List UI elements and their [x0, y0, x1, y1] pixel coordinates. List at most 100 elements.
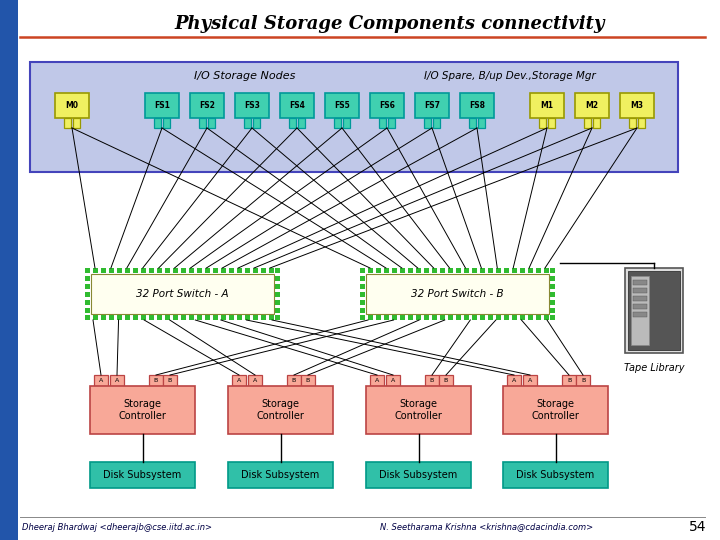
Bar — [197, 268, 202, 273]
Bar — [488, 315, 493, 320]
Bar — [133, 268, 138, 273]
Bar — [360, 315, 365, 320]
Bar — [520, 315, 525, 320]
Text: A: A — [375, 378, 379, 383]
Text: A: A — [99, 378, 103, 383]
Bar — [360, 292, 365, 297]
Bar — [388, 118, 395, 128]
Bar — [64, 118, 71, 128]
Bar — [334, 118, 341, 128]
Bar — [287, 375, 301, 386]
Bar — [110, 375, 124, 386]
Bar — [189, 268, 194, 273]
Bar — [229, 268, 234, 273]
Bar — [528, 315, 533, 320]
Text: Disk Subsystem: Disk Subsystem — [516, 470, 595, 480]
Bar — [244, 118, 251, 128]
Bar — [496, 315, 501, 320]
Bar — [488, 268, 493, 273]
Text: Tape Library: Tape Library — [624, 363, 684, 373]
Bar — [550, 284, 555, 289]
Bar — [30, 62, 678, 172]
Bar — [384, 268, 389, 273]
Bar — [464, 268, 469, 273]
Text: 32 Port Switch - A: 32 Port Switch - A — [136, 289, 229, 299]
Bar — [550, 268, 555, 273]
Bar — [149, 268, 154, 273]
Bar — [368, 315, 373, 320]
Bar — [141, 315, 146, 320]
Bar — [360, 268, 365, 273]
Bar — [101, 315, 106, 320]
Text: 54: 54 — [688, 520, 706, 534]
Bar — [512, 315, 517, 320]
Text: FS8: FS8 — [469, 101, 485, 110]
Bar — [85, 276, 90, 281]
Text: M3: M3 — [631, 101, 644, 110]
Bar — [157, 315, 162, 320]
Bar — [503, 462, 608, 488]
Bar — [343, 118, 350, 128]
Bar — [432, 268, 437, 273]
Bar — [261, 315, 266, 320]
Bar — [275, 308, 280, 313]
Bar — [360, 300, 365, 305]
Text: M0: M0 — [66, 101, 78, 110]
Bar — [221, 315, 226, 320]
Bar — [85, 300, 90, 305]
Bar — [469, 118, 476, 128]
Bar — [165, 268, 170, 273]
Bar — [424, 118, 431, 128]
Bar — [157, 268, 162, 273]
Bar — [360, 284, 365, 289]
Text: Storage
Controller: Storage Controller — [119, 399, 166, 421]
Text: I/O Spare, B/up Dev.,Storage Mgr: I/O Spare, B/up Dev.,Storage Mgr — [424, 71, 596, 81]
Bar — [163, 118, 170, 128]
Bar — [301, 375, 315, 386]
Bar — [101, 268, 106, 273]
Bar — [536, 268, 541, 273]
Bar — [548, 118, 555, 128]
Bar — [253, 118, 260, 128]
Bar — [631, 276, 649, 345]
Bar — [523, 375, 537, 386]
Bar — [269, 268, 274, 273]
Text: B: B — [154, 378, 158, 383]
Bar — [85, 315, 90, 320]
Bar — [269, 315, 274, 320]
Bar — [237, 268, 242, 273]
Bar — [360, 315, 365, 320]
Bar — [550, 292, 555, 297]
Bar — [424, 268, 429, 273]
Bar — [456, 268, 461, 273]
Bar — [205, 268, 210, 273]
Bar — [433, 118, 440, 128]
Bar — [0, 0, 18, 540]
Text: B: B — [306, 378, 310, 383]
Bar — [633, 312, 647, 317]
Bar — [480, 268, 485, 273]
Bar — [232, 375, 246, 386]
Text: FS2: FS2 — [199, 101, 215, 110]
Bar — [253, 315, 258, 320]
Bar — [625, 268, 683, 353]
Bar — [109, 315, 114, 320]
Bar — [633, 280, 647, 285]
Text: M1: M1 — [541, 101, 554, 110]
Bar — [633, 296, 647, 301]
Text: A: A — [391, 378, 395, 383]
Bar — [456, 315, 461, 320]
Text: I/O Storage Nodes: I/O Storage Nodes — [194, 71, 296, 81]
Bar — [416, 268, 421, 273]
Text: Disk Subsystem: Disk Subsystem — [379, 470, 458, 480]
Bar — [173, 268, 178, 273]
Text: B: B — [292, 378, 296, 383]
Bar — [400, 315, 405, 320]
Bar — [237, 315, 242, 320]
Bar — [439, 375, 453, 386]
Bar — [125, 315, 130, 320]
Bar — [117, 315, 122, 320]
Text: M2: M2 — [585, 101, 598, 110]
Bar — [544, 268, 549, 273]
Bar — [370, 375, 384, 386]
